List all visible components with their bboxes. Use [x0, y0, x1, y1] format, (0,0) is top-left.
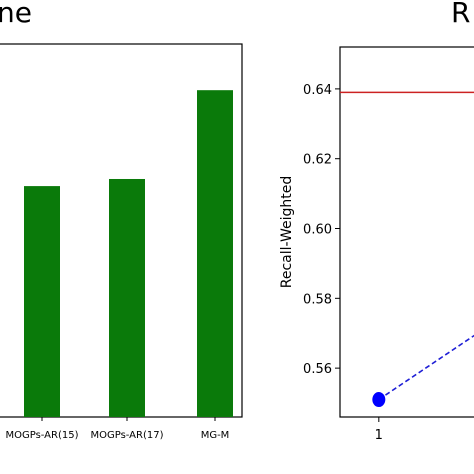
bar-chart-bars	[24, 90, 233, 417]
line-chart: R Recall-Weighted 0.56 0.58 0.60 0.62 0.64 1	[279, 0, 474, 443]
bar	[197, 90, 233, 417]
line-chart-title: R	[451, 0, 470, 29]
line-chart-frame	[339, 46, 474, 418]
bar	[24, 186, 60, 417]
bar	[109, 178, 145, 417]
data-point	[372, 392, 386, 408]
y-tick-label: 0.58	[303, 292, 332, 307]
bar-chart: ne MOGPs-AR(15) MOGPs-AR(17) MG-M	[0, 0, 243, 441]
y-tick-label: 0.64	[303, 83, 332, 98]
line-chart-x-ticks: 1	[375, 417, 383, 443]
bar-chart-x-ticks: MOGPs-AR(15) MOGPs-AR(17) MG-M	[5, 417, 229, 441]
x-tick-label: MOGPs-AR(17)	[90, 430, 163, 441]
line-chart-plot	[340, 91, 474, 408]
line-chart-y-axis-label: Recall-Weighted	[279, 176, 295, 289]
series-line	[378, 334, 474, 401]
line-chart-y-ticks: 0.56 0.58 0.60 0.62 0.64	[303, 83, 340, 377]
y-tick-label: 0.62	[303, 153, 332, 168]
x-tick-label: MG-M	[201, 430, 230, 441]
x-tick-label: 1	[375, 428, 383, 443]
y-tick-label: 0.60	[303, 223, 332, 238]
bar-chart-title: ne	[0, 0, 32, 29]
y-tick-label: 0.56	[303, 362, 332, 377]
x-tick-label: MOGPs-AR(15)	[5, 430, 78, 441]
